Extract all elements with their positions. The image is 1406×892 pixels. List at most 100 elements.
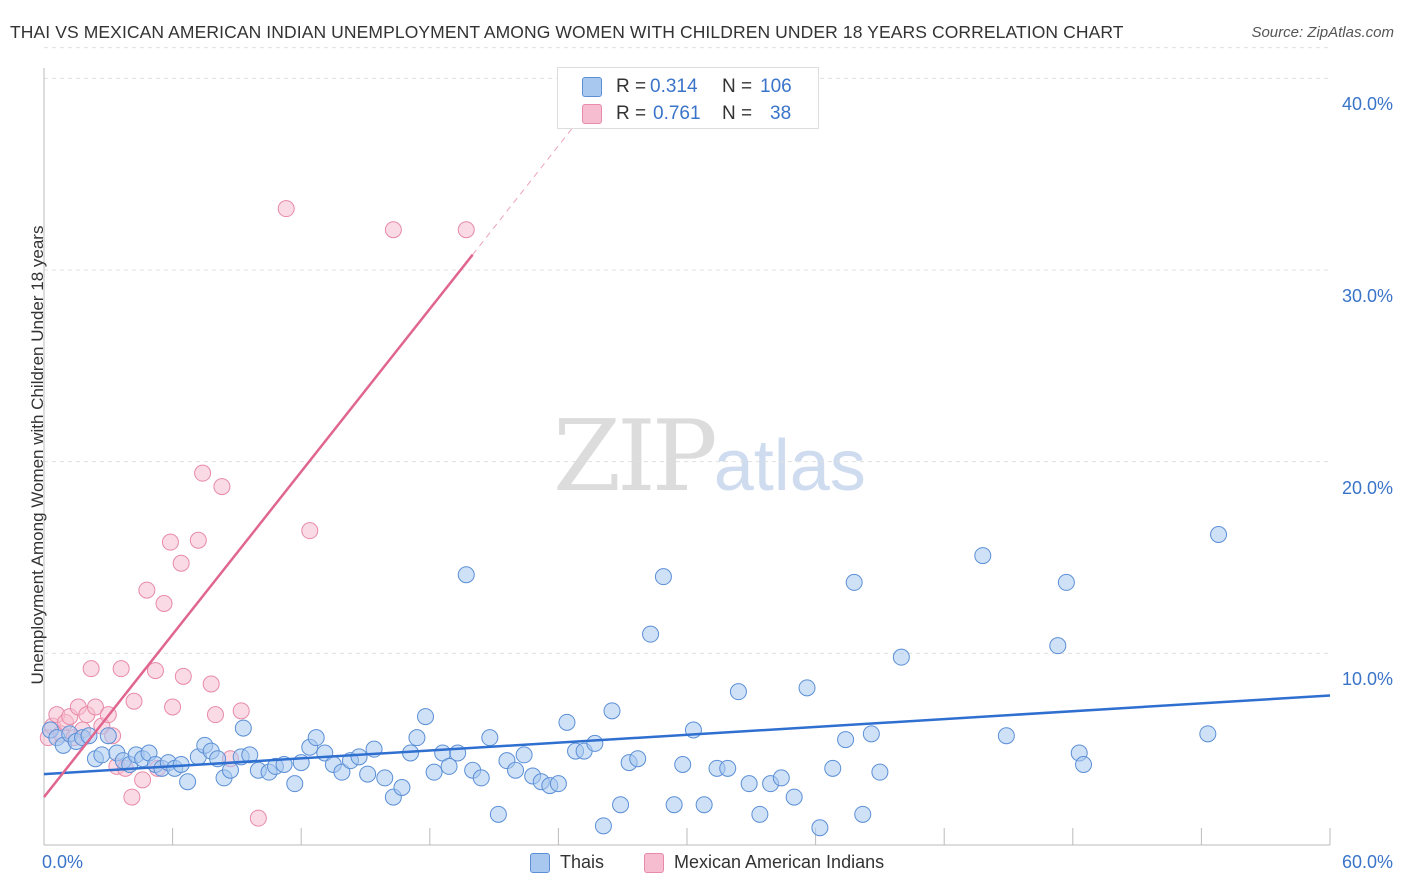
thai-point	[892, 648, 910, 666]
mexican-point	[457, 221, 475, 239]
mexican-point	[112, 660, 130, 678]
mexican-point	[164, 698, 182, 716]
thai-point	[729, 683, 747, 701]
legend-label-mexican: Mexican American Indians	[674, 852, 885, 872]
thai-point	[871, 763, 889, 781]
thai-point	[811, 819, 829, 837]
thai-point	[665, 796, 683, 814]
thai-point	[862, 725, 880, 743]
y-tick-label: 40.0%	[1341, 94, 1393, 115]
mexican-swatch	[644, 852, 664, 873]
y-tick-label: 10.0%	[1341, 669, 1393, 690]
stats-legend: R = 0.314 N = 106 R = 0.761 N = 38	[557, 67, 819, 129]
y-tick-label: 20.0%	[1341, 477, 1393, 498]
x-tick-label: 0.0%	[42, 852, 84, 872]
thai-point	[481, 729, 499, 747]
mexican-point	[202, 675, 220, 693]
r-value: 0.761	[653, 103, 701, 124]
thai-point	[674, 756, 692, 773]
mexican-point	[172, 554, 190, 572]
thais-swatch	[582, 77, 602, 97]
legend-item-thais[interactable]: Thais	[530, 852, 604, 873]
mexican-point	[301, 522, 319, 540]
mexican-point	[86, 698, 104, 716]
thai-point	[845, 573, 863, 591]
watermark-zip: ZIP	[553, 400, 718, 514]
mexican-point	[194, 464, 212, 482]
thai-point	[307, 729, 325, 747]
thai-point	[612, 796, 630, 814]
thai-point	[1199, 725, 1217, 743]
mexican-swatch	[582, 104, 602, 124]
mexican-point	[82, 660, 100, 678]
thai-point	[393, 779, 411, 796]
n-label: N =	[722, 76, 753, 97]
thai-point	[359, 765, 377, 783]
thai-point	[489, 805, 507, 823]
mexican-point	[134, 771, 152, 789]
y-axis-label: Unemployment Among Women with Children U…	[28, 225, 47, 685]
thai-point	[286, 775, 304, 793]
n-label: N =	[722, 103, 753, 124]
thai-point	[1075, 756, 1093, 773]
mexican-point	[232, 702, 250, 720]
thai-point	[241, 746, 259, 764]
y-tick-label: 30.0%	[1341, 286, 1393, 306]
thai-point	[234, 719, 252, 737]
thai-point	[695, 796, 713, 814]
mexican-point	[125, 692, 143, 710]
thai-point	[1057, 573, 1075, 591]
thai-point	[586, 734, 604, 752]
thai-point	[997, 727, 1015, 745]
mexican-point	[213, 478, 231, 496]
source-label: Source: ZipAtlas.com	[1251, 24, 1394, 41]
thai-point	[719, 759, 737, 777]
thai-point	[408, 729, 426, 747]
legend-item-mexican[interactable]: Mexican American Indians	[644, 852, 884, 873]
thai-point	[457, 566, 475, 584]
n-value: 38	[770, 103, 792, 124]
thai-point	[751, 805, 769, 823]
thai-point	[558, 713, 576, 731]
thai-point	[350, 748, 368, 766]
x-tick-label: 60.0%	[1341, 852, 1393, 872]
r-label: R =	[616, 76, 647, 97]
mexican-point	[189, 531, 207, 549]
mexican-trend-line	[43, 253, 474, 798]
thai-point	[629, 750, 647, 768]
mexican-point	[249, 809, 267, 827]
thai-point	[603, 702, 621, 720]
legend-label-thais: Thais	[560, 852, 605, 872]
thai-point	[740, 775, 758, 793]
thai-point	[80, 727, 98, 745]
mexican-point	[206, 706, 224, 724]
thai-point	[642, 625, 660, 643]
thai-point	[854, 805, 872, 823]
thai-point	[785, 788, 803, 806]
mexican-point	[138, 581, 156, 599]
mexican-point	[161, 533, 179, 551]
r-value: 0.314	[650, 76, 698, 97]
thai-point	[507, 761, 525, 779]
thai-point	[1049, 637, 1067, 655]
mexican-point	[155, 595, 173, 612]
thai-point	[515, 746, 533, 764]
mexican-point	[123, 788, 141, 806]
thai-point	[798, 679, 816, 697]
thai-point	[472, 769, 490, 787]
mexican-point	[146, 662, 164, 680]
thai-point	[99, 727, 117, 745]
thai-point	[654, 568, 672, 586]
thais-swatch	[530, 852, 550, 873]
mexican-point	[277, 200, 295, 218]
thai-point	[837, 731, 855, 749]
r-label: R =	[616, 103, 647, 124]
thai-point	[440, 757, 458, 775]
thai-point	[425, 763, 443, 781]
chart-title: THAI VS MEXICAN AMERICAN INDIAN UNEMPLOY…	[10, 22, 1124, 42]
thai-point	[417, 708, 435, 726]
n-value: 106	[760, 76, 792, 97]
thai-point	[974, 547, 992, 565]
thai-point	[772, 769, 790, 787]
